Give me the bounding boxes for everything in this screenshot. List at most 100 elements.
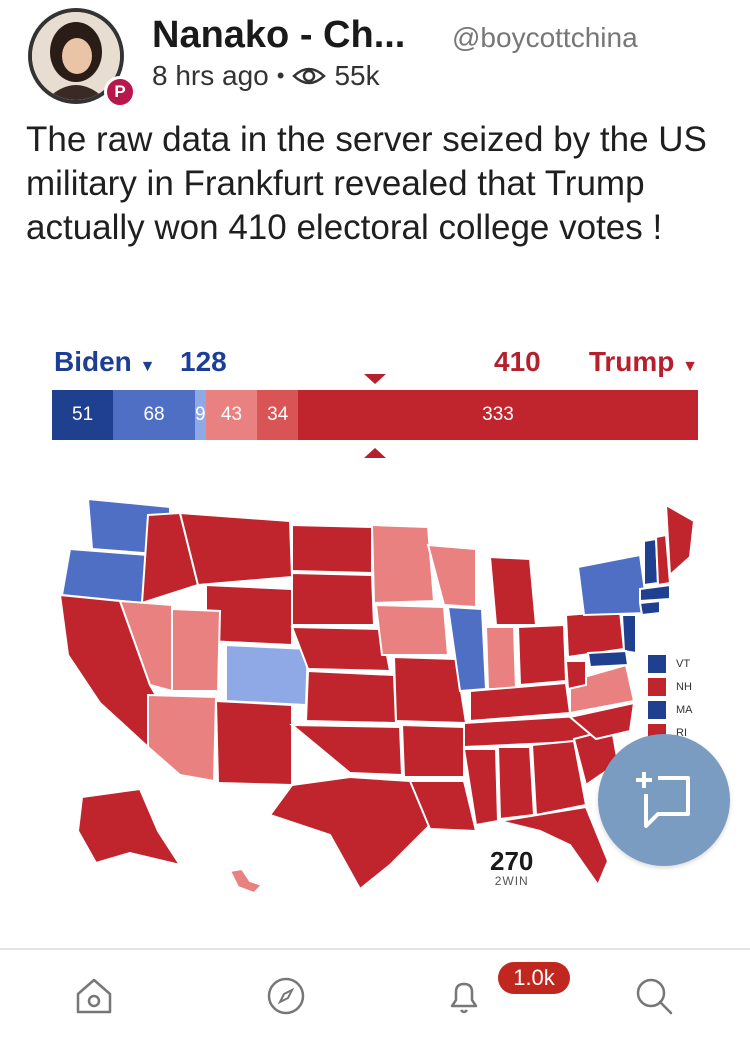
biden-dropdown[interactable]: Biden ▼ (54, 346, 155, 378)
home-icon (76, 978, 112, 1014)
state-mt (178, 511, 294, 587)
trump-label: Trump (588, 346, 675, 377)
threshold-marker-top-icon (364, 374, 386, 384)
bar-segment-label: 68 (143, 404, 165, 425)
bar-segment-solid-rep[interactable]: 333 (298, 390, 698, 440)
electoral-bar-area: Biden ▼ 128 410 Trump ▼ 51 68 9 43 34 33… (52, 340, 698, 470)
bottom-navigation (0, 950, 750, 1048)
state-sd (291, 571, 376, 626)
state-or (60, 547, 150, 605)
state-ia (374, 603, 450, 656)
brand-text: 2WIN (494, 874, 529, 888)
bar-segment-lean-rep[interactable]: 43 (205, 390, 258, 440)
brand-number: 270 (490, 846, 534, 876)
platform-badge-letter: P (114, 82, 126, 101)
legend-row[interactable]: MA (648, 698, 708, 721)
state-la (408, 780, 478, 833)
state-md (586, 649, 630, 669)
state-nh (654, 533, 672, 587)
state-co (225, 643, 310, 707)
state-wi (426, 543, 477, 609)
legend-swatch (648, 654, 666, 673)
small-states-legend: VT NH MA RI (648, 652, 708, 744)
biden-label: Biden (54, 346, 132, 377)
bar-segment-solid-dem[interactable]: 51 (52, 390, 114, 440)
bar-segment-label: 43 (220, 404, 243, 425)
post-meta: 8 hrs ago • 55k (152, 60, 380, 92)
nav-explore[interactable] (262, 972, 310, 1020)
legend-label: MA (676, 703, 693, 716)
legend-label: NH (676, 680, 692, 693)
views-icon (292, 64, 327, 88)
state-az (147, 693, 218, 783)
bar-segment-label: 333 (482, 404, 514, 425)
legend-row[interactable]: VT (648, 652, 708, 675)
author-handle[interactable]: @boycottchina (452, 22, 638, 53)
compose-icon (636, 772, 690, 828)
trump-dropdown[interactable]: Trump ▼ (589, 346, 698, 378)
chevron-down-icon: ▼ (682, 358, 698, 375)
state-ms (462, 748, 500, 827)
state-nm (214, 699, 293, 787)
avatar-photo (32, 12, 120, 100)
meta-separator: • (276, 63, 285, 88)
legend-swatch (648, 700, 666, 719)
state-ut (171, 607, 222, 692)
search-icon (636, 978, 673, 1015)
state-nj (620, 614, 637, 655)
state-hi (228, 867, 264, 895)
bar-segment-label: 34 (267, 404, 289, 425)
compass-icon (267, 977, 305, 1015)
state-ks (304, 669, 398, 725)
platform-badge: P (104, 76, 136, 108)
nav-search[interactable] (630, 972, 678, 1020)
nav-notifications[interactable] (440, 972, 488, 1020)
bar-segment-likely-dem[interactable]: 68 (113, 390, 195, 440)
state-ga (530, 739, 588, 817)
avatar[interactable] (28, 8, 124, 104)
state-ak (76, 787, 183, 867)
bar-segment-tilt-dem[interactable]: 9 (194, 390, 206, 440)
state-fl (499, 805, 610, 888)
us-electoral-map[interactable] (30, 485, 730, 905)
notifications-badge[interactable]: 1.0k (498, 962, 570, 994)
270towin-logo: 270 2WIN (490, 848, 533, 888)
state-in (484, 626, 518, 690)
state-ar (400, 723, 465, 778)
nav-home[interactable] (70, 972, 118, 1020)
state-oh (516, 623, 568, 687)
biden-total: 128 (180, 346, 227, 377)
legend-row[interactable]: NH (648, 675, 708, 698)
legend-label: VT (676, 657, 691, 670)
post-text: The raw data in the server seized by the… (26, 120, 707, 247)
views-count: 55k (334, 60, 380, 91)
state-pa (564, 609, 626, 659)
post-time: 8 hrs ago (152, 60, 269, 91)
bar-segment-likely-rep[interactable]: 34 (257, 390, 299, 440)
state-mn (370, 523, 436, 605)
state-me (664, 503, 696, 578)
state-ct (638, 599, 661, 617)
state-mi (488, 555, 538, 626)
state-tx (268, 775, 432, 891)
bar-segment-label: 9 (194, 404, 206, 425)
state-nc (567, 701, 636, 741)
compose-post-button[interactable] (598, 734, 730, 866)
bell-icon (450, 982, 478, 1014)
threshold-marker-bottom-icon (364, 448, 386, 458)
state-ny (576, 553, 650, 617)
state-ne (290, 625, 392, 673)
chevron-down-icon: ▼ (139, 358, 156, 375)
legend-label: RI (676, 726, 687, 739)
author-name[interactable]: Nanako - Ch... (152, 14, 406, 56)
bar-segment-label: 51 (72, 404, 94, 425)
nav-divider (0, 948, 750, 950)
state-ma (639, 583, 671, 603)
state-wv (564, 660, 587, 691)
legend-swatch (648, 677, 666, 696)
us-map-svg (58, 497, 696, 895)
electoral-bar: 51 68 9 43 34 333 (52, 390, 698, 440)
post-header: P Nanako - Ch... @boycottchina 8 hrs ago… (0, 0, 750, 120)
state-al (496, 746, 536, 821)
state-mo (392, 655, 468, 725)
